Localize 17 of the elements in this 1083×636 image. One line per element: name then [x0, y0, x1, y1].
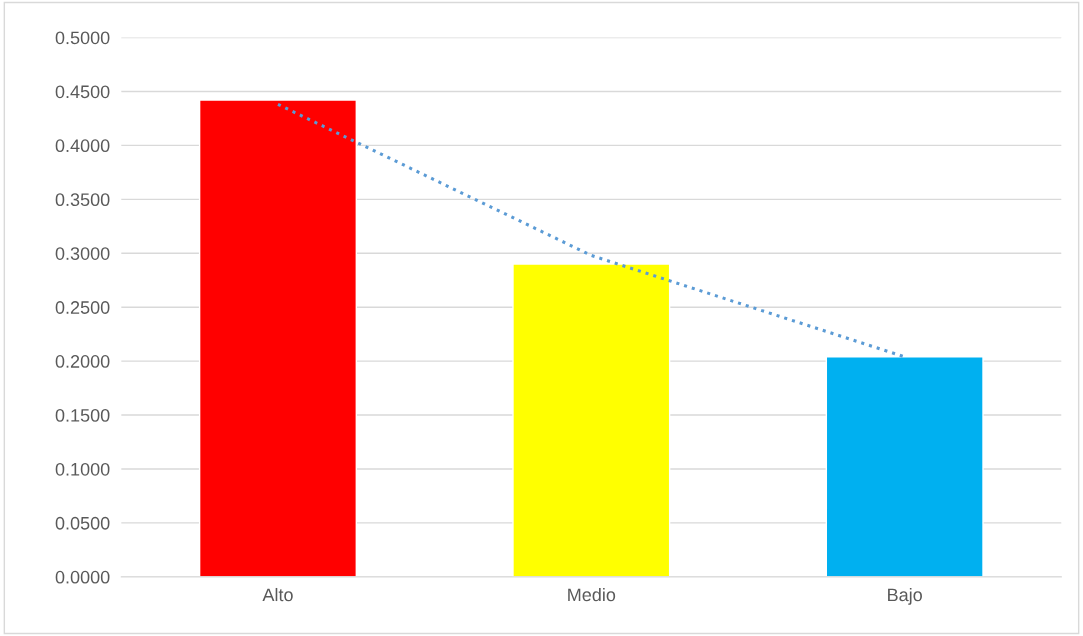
- bar: [198, 99, 358, 577]
- x-tick-label: Bajo: [888, 587, 922, 605]
- y-tick-label: 0.1000: [55, 462, 110, 476]
- x-tick-label: Alto: [262, 587, 293, 602]
- y-tick-label: 0.3500: [55, 193, 110, 207]
- x-tick-label: Medio: [568, 587, 616, 602]
- y-tick-label: 0.5000: [55, 31, 110, 45]
- y-tick-label: 0.2000: [55, 355, 110, 368]
- bar: [512, 263, 671, 577]
- y-tick-label: 0.4500: [55, 85, 110, 99]
- y-tick-label: 0.0500: [55, 516, 110, 530]
- y-tick-label: 0.0000: [55, 570, 110, 584]
- y-tick-label: 0.1500: [55, 408, 110, 422]
- bar: [825, 356, 984, 577]
- y-tick-label: 0.3000: [55, 247, 110, 260]
- y-tick-label: 0.4000: [55, 139, 110, 153]
- y-tick-label: 0.2500: [55, 301, 110, 314]
